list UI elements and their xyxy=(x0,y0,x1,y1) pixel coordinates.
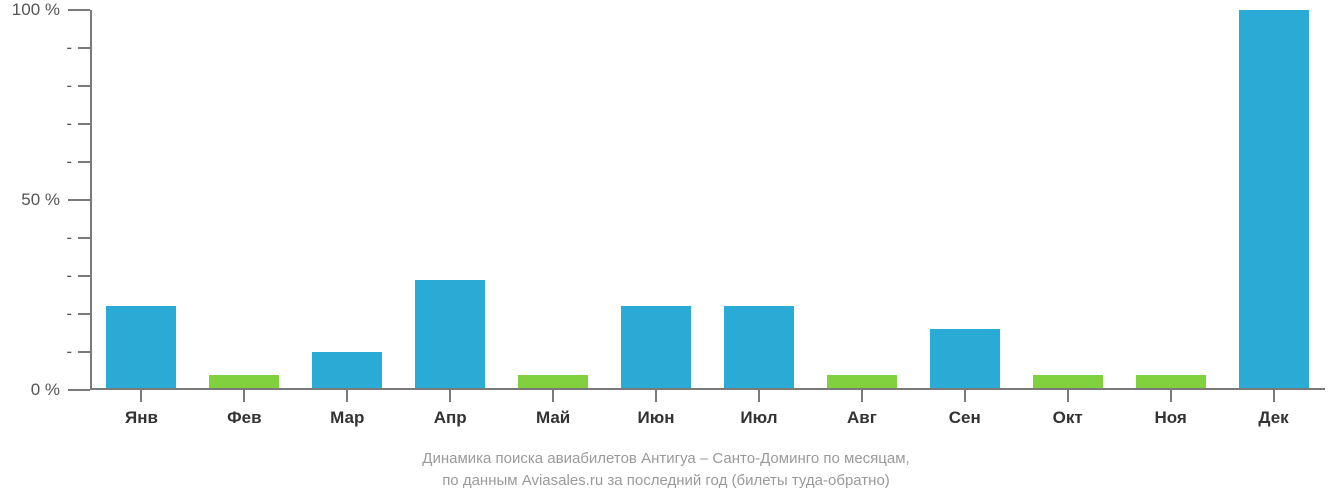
y-tick-label: - xyxy=(66,342,90,362)
monthly-search-bar-chart: 0 % - - - - 50 % - - - - 100 % Янв Фев Мар Апр Май Июн Ию… xyxy=(0,0,1332,502)
y-tick-label: - xyxy=(66,304,90,324)
x-tick-label: Фев xyxy=(227,390,261,428)
bar xyxy=(415,280,485,388)
y-tick-label: 0 % xyxy=(31,380,90,400)
x-tick-label: Авг xyxy=(847,390,877,428)
x-tick-label: Янв xyxy=(125,390,158,428)
chart-caption-text-1: Динамика поиска авиабилетов Антигуа – Са… xyxy=(0,450,1332,467)
y-tick-label: - xyxy=(66,228,90,248)
x-tick-label: Дек xyxy=(1258,390,1288,428)
x-tick-label: Апр xyxy=(434,390,467,428)
bar xyxy=(312,352,382,388)
x-tick-label: Сен xyxy=(949,390,981,428)
bar xyxy=(1136,375,1206,388)
bar xyxy=(518,375,588,388)
y-tick-label: 50 % xyxy=(21,190,90,210)
x-tick-label: Июн xyxy=(638,390,675,428)
chart-caption-line-2: по данным Aviasales.ru за последний год … xyxy=(0,472,1332,489)
y-axis xyxy=(90,10,92,390)
x-tick-label: Май xyxy=(536,390,570,428)
bar xyxy=(930,329,1000,388)
bar xyxy=(827,375,897,388)
chart-caption-line-1: Динамика поиска авиабилетов Антигуа – Са… xyxy=(0,450,1332,467)
bar xyxy=(621,306,691,388)
y-tick-label: - xyxy=(66,76,90,96)
y-tick-label: 100 % xyxy=(12,0,90,20)
x-tick-label: Мар xyxy=(330,390,364,428)
x-axis xyxy=(90,388,1325,390)
x-tick-label: Июл xyxy=(740,390,777,428)
bar xyxy=(209,375,279,388)
y-tick-label: - xyxy=(66,266,90,286)
chart-caption-text-2: по данным Aviasales.ru за последний год … xyxy=(0,472,1332,489)
bar xyxy=(1033,375,1103,388)
y-tick-label: - xyxy=(66,152,90,172)
x-tick-label: Окт xyxy=(1053,390,1083,428)
y-tick-label: - xyxy=(66,38,90,58)
y-tick-label: - xyxy=(66,114,90,134)
x-tick-label: Ноя xyxy=(1154,390,1186,428)
bar xyxy=(724,306,794,388)
bar xyxy=(1239,10,1309,388)
plot-area: 0 %----50 %----100 %ЯнвФевМарАпрМайИюнИю… xyxy=(90,10,1325,390)
bar xyxy=(106,306,176,388)
